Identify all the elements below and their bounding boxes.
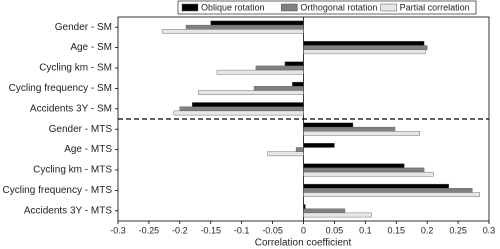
y-tick-label: Accidents 3Y - MTS [24, 205, 113, 216]
legend-swatch [380, 3, 397, 12]
x-tick-label: -0.1 [234, 225, 250, 235]
x-axis-title: Correlation coefficient [255, 238, 352, 249]
x-tick-label: 0.1 [359, 225, 372, 235]
y-tick-label: Gender - SM [55, 22, 112, 33]
legend-label: Oblique rotation [201, 2, 265, 12]
bar [198, 90, 304, 95]
legend-swatch [281, 3, 298, 12]
x-tick-label: -0.25 [139, 225, 160, 235]
bar [303, 171, 434, 177]
legend-label: Partial correlation [400, 2, 470, 12]
legend-swatch [181, 3, 199, 12]
y-tick-label: Cycling frequency - SM [9, 83, 112, 94]
x-tick-label: 0 [301, 225, 306, 235]
bar [303, 212, 372, 218]
bar [284, 61, 304, 67]
bar [179, 106, 304, 112]
x-tick-label: 0.05 [326, 225, 344, 235]
bar [303, 208, 346, 214]
x-tick-label: -0.3 [110, 225, 126, 235]
x-tick-label: 0.25 [449, 225, 467, 235]
bar [210, 20, 304, 26]
bar [303, 204, 306, 209]
bar [295, 147, 304, 152]
y-tick-label: Gender - MTS [49, 124, 113, 135]
bar [253, 86, 304, 91]
bar [303, 143, 335, 148]
bar [255, 65, 304, 71]
bar [303, 167, 425, 173]
x-tick-label: 0.15 [387, 225, 405, 235]
bar [303, 163, 405, 169]
bar [216, 69, 304, 75]
bar [303, 126, 396, 132]
bar [185, 24, 304, 30]
y-tick-label: Cycling km - MTS [33, 165, 112, 176]
bar [303, 131, 420, 136]
x-tick-label: -0.05 [262, 225, 283, 235]
bar [303, 122, 354, 128]
legend-label: Orthogonal rotation [300, 2, 377, 12]
y-tick-label: Age - MTS [64, 144, 112, 155]
y-tick-label: Accidents 3Y - SM [30, 103, 112, 114]
y-tick-label: Cycling frequency - MTS [3, 185, 113, 196]
bar [173, 110, 304, 116]
bar [303, 49, 426, 55]
bar [303, 41, 425, 46]
bar [292, 81, 304, 87]
bar [267, 151, 304, 157]
x-tick-label: 0.2 [421, 225, 434, 235]
x-tick-label: 0.3 [483, 225, 496, 235]
bar [162, 29, 304, 34]
bar [303, 188, 473, 193]
x-tick-label: -0.2 [172, 225, 188, 235]
y-tick-label: Age - SM [70, 42, 112, 53]
bar [303, 183, 450, 189]
legend-box [177, 0, 477, 15]
bar [303, 45, 428, 50]
bar [303, 192, 480, 197]
y-tick-label: Cycling km - SM [39, 63, 112, 74]
bar [191, 102, 304, 107]
x-tick-label: -0.15 [200, 225, 221, 235]
